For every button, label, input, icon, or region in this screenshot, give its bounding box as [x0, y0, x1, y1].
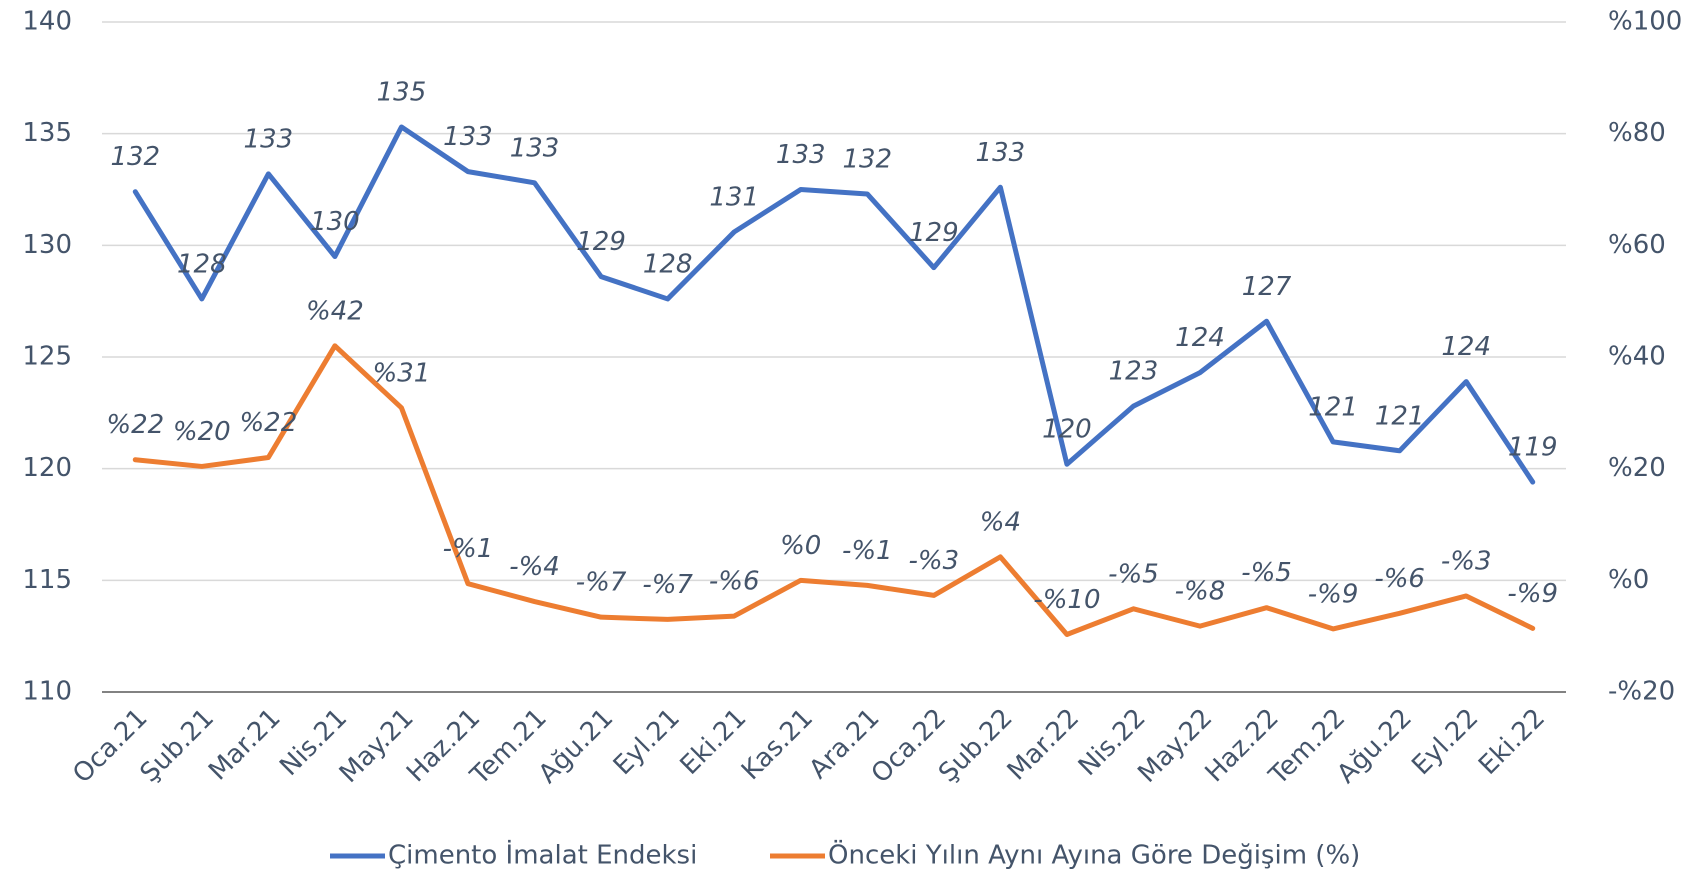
data-label: -%9 — [1507, 579, 1558, 609]
data-label: %0 — [780, 531, 821, 561]
data-label: %22 — [106, 410, 164, 440]
data-label: 121 — [1308, 392, 1358, 422]
data-label: -%5 — [1108, 559, 1159, 589]
data-label: 121 — [1375, 401, 1425, 431]
data-label: -%3 — [908, 546, 959, 576]
y2-tick-label: %60 — [1608, 230, 1666, 260]
data-label: 129 — [576, 227, 626, 257]
x-tick-label: Mar.22 — [1002, 703, 1085, 786]
y-tick-label: 135 — [22, 118, 72, 148]
x-tick-label: Şub.21 — [135, 703, 220, 788]
data-label: -%3 — [1441, 546, 1492, 576]
data-label: 123 — [1109, 357, 1159, 387]
data-label: -%1 — [842, 536, 893, 566]
data-label: 135 — [377, 77, 427, 107]
x-tick-label: Oca.21 — [67, 703, 153, 789]
data-label: -%10 — [1033, 585, 1100, 615]
data-label: 127 — [1242, 272, 1292, 302]
data-label: -%5 — [1241, 558, 1292, 588]
data-label: 130 — [310, 207, 360, 237]
y2-tick-label: %0 — [1608, 565, 1649, 595]
x-tick-label: Eyl.21 — [608, 703, 686, 781]
x-tick-label: Ağu.21 — [533, 703, 619, 789]
x-tick-label: May.21 — [334, 703, 420, 789]
legend-label: Çimento İmalat Endeksi — [388, 839, 697, 871]
x-tick-label: Şub.22 — [933, 703, 1018, 788]
data-label: %31 — [373, 358, 431, 388]
data-label: 128 — [177, 249, 227, 279]
data-label: 129 — [909, 218, 959, 248]
data-label: 133 — [776, 140, 826, 170]
data-label: 124 — [1441, 332, 1491, 362]
data-label: 133 — [443, 122, 493, 152]
y-tick-label: 120 — [22, 453, 72, 483]
data-label: -%4 — [509, 552, 560, 582]
data-label: 132 — [110, 142, 160, 172]
data-label: 133 — [976, 138, 1026, 168]
data-label: 131 — [709, 182, 759, 212]
legend-label: Önceki Yılın Aynı Ayına Göre Değişim (%) — [828, 839, 1360, 871]
y-tick-label: 125 — [22, 342, 72, 372]
y2-tick-label: %20 — [1608, 453, 1666, 483]
data-label: -%8 — [1175, 577, 1226, 607]
data-label: %22 — [239, 408, 297, 438]
y-tick-label: 115 — [22, 565, 72, 595]
x-tick-label: Mar.21 — [203, 703, 286, 786]
series-line — [132, 343, 1536, 637]
data-label: 128 — [643, 249, 693, 279]
y2-tick-label: -%20 — [1608, 677, 1675, 707]
data-label: %42 — [306, 296, 364, 326]
data-label: 119 — [1508, 433, 1558, 463]
data-label: 133 — [510, 133, 560, 163]
data-label: %4 — [980, 507, 1021, 537]
data-label: %20 — [173, 417, 231, 447]
x-tick-label: Ağu.22 — [1332, 703, 1418, 789]
data-label: 120 — [1042, 415, 1092, 445]
data-label: -%1 — [443, 534, 494, 564]
x-tick-label: May.22 — [1132, 703, 1218, 789]
x-tick-label: Kas.21 — [736, 703, 819, 786]
data-label: 132 — [842, 144, 892, 174]
series-line — [132, 124, 1536, 485]
data-label: 133 — [244, 124, 294, 154]
data-label: 124 — [1175, 323, 1225, 353]
y-tick-label: 110 — [22, 677, 72, 707]
data-label: -%9 — [1308, 579, 1359, 609]
y2-tick-label: %80 — [1608, 118, 1666, 148]
data-label: -%7 — [576, 568, 627, 598]
y-tick-label: 130 — [22, 230, 72, 260]
data-label: -%6 — [709, 567, 760, 597]
data-label: -%6 — [1374, 564, 1425, 594]
y2-tick-label: %40 — [1608, 342, 1666, 372]
y2-tick-label: %100 — [1608, 7, 1682, 37]
x-tick-label: Oca.22 — [866, 703, 952, 789]
x-tick-label: Eyl.22 — [1406, 703, 1484, 781]
y-tick-label: 140 — [22, 7, 72, 37]
x-tick-label: Eki.22 — [1473, 703, 1551, 781]
data-label: -%7 — [642, 570, 693, 600]
